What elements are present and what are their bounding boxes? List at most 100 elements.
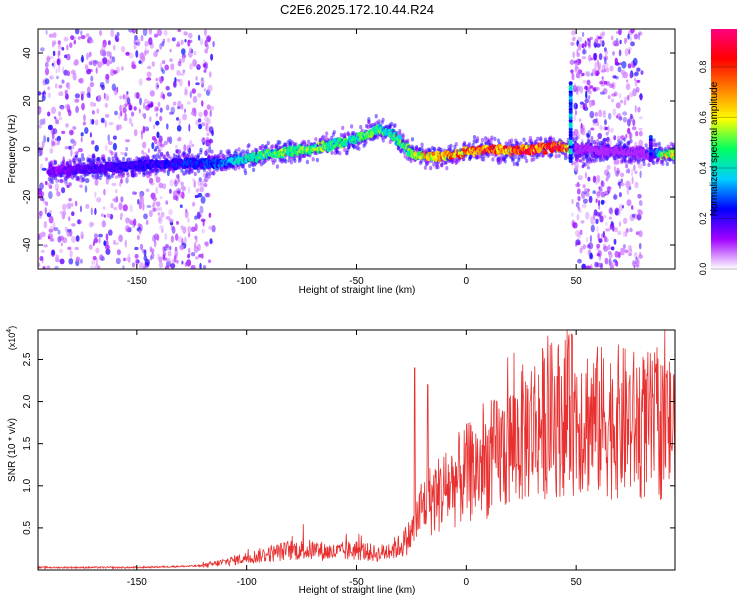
noise-cell bbox=[184, 211, 189, 219]
noise-cell bbox=[167, 250, 172, 257]
noise-cell bbox=[56, 57, 62, 66]
spike-cell bbox=[568, 133, 573, 138]
ridge-halo-cell bbox=[49, 160, 54, 165]
noise-cell bbox=[114, 110, 118, 116]
noise-cell bbox=[209, 110, 212, 117]
noise-cell bbox=[610, 211, 614, 216]
noise-cell bbox=[202, 179, 207, 183]
noise-cell bbox=[187, 248, 191, 253]
noise-cell bbox=[639, 252, 642, 257]
noise-cell bbox=[165, 216, 171, 220]
noise-cell bbox=[120, 151, 125, 155]
noise-cell bbox=[602, 110, 606, 115]
noise-cell bbox=[634, 77, 637, 82]
noise-cell bbox=[194, 194, 199, 199]
noise-cell bbox=[47, 182, 51, 187]
noise-cell bbox=[177, 29, 182, 33]
noise-cell bbox=[205, 242, 209, 248]
ridge-halo-cell bbox=[420, 142, 424, 147]
noise-cell bbox=[622, 231, 626, 238]
noise-cell bbox=[122, 94, 126, 100]
noise-cell bbox=[604, 257, 609, 265]
noise-cell bbox=[59, 105, 65, 110]
noise-cell bbox=[587, 85, 590, 92]
noise-cell bbox=[571, 30, 576, 36]
noise-cell bbox=[604, 169, 609, 176]
noise-cell bbox=[91, 140, 95, 145]
noise-cell bbox=[159, 115, 163, 122]
noise-cell bbox=[615, 170, 619, 177]
ridge-halo-cell bbox=[429, 165, 433, 171]
noise-cell bbox=[38, 146, 41, 154]
noise-cell bbox=[613, 91, 618, 97]
noise-cell bbox=[186, 259, 192, 267]
ridge-halo-cell bbox=[343, 147, 347, 152]
noise-cell bbox=[46, 56, 51, 63]
ridge-halo-cell bbox=[496, 138, 501, 143]
snr-series-line bbox=[38, 330, 675, 570]
noise-cell bbox=[598, 206, 601, 210]
spike-cell bbox=[568, 127, 573, 132]
noise-cell bbox=[162, 246, 165, 253]
noise-cell bbox=[189, 139, 193, 148]
noise-cell bbox=[184, 236, 187, 244]
noise-cell bbox=[200, 38, 203, 46]
noise-cell bbox=[582, 47, 586, 55]
noise-cell bbox=[181, 191, 185, 200]
noise-cell bbox=[571, 72, 575, 81]
noise-cell bbox=[108, 229, 113, 236]
noise-cell bbox=[164, 265, 170, 269]
noise-cell bbox=[176, 125, 182, 132]
noise-cell bbox=[174, 77, 177, 82]
noise-cell bbox=[43, 93, 46, 97]
noise-cell bbox=[197, 118, 202, 123]
noise-cell bbox=[187, 253, 191, 259]
noise-cell bbox=[633, 33, 639, 40]
noise-cell bbox=[128, 117, 133, 125]
noise-cell bbox=[126, 97, 131, 105]
noise-cell bbox=[52, 221, 56, 229]
ridge-halo-cell bbox=[403, 154, 407, 159]
noise-cell bbox=[166, 136, 170, 143]
noise-cell bbox=[573, 82, 577, 90]
noise-cell bbox=[75, 29, 80, 35]
noise-cell bbox=[143, 265, 146, 269]
ridge-halo-cell bbox=[314, 137, 318, 142]
ridge-halo-cell bbox=[522, 137, 526, 142]
noise-cell bbox=[173, 80, 177, 88]
noise-cell bbox=[621, 248, 626, 252]
ridge-halo-cell bbox=[592, 139, 597, 145]
noise-cell bbox=[177, 41, 180, 47]
ridge-halo-cell bbox=[224, 166, 228, 172]
noise-cell bbox=[131, 64, 137, 70]
noise-cell bbox=[157, 212, 160, 216]
noise-cell bbox=[599, 262, 602, 266]
ridge-halo-cell bbox=[234, 148, 238, 154]
ridge-halo-cell bbox=[298, 155, 302, 160]
noise-cell bbox=[586, 236, 589, 243]
noise-cell bbox=[633, 251, 638, 259]
noise-cell bbox=[596, 191, 601, 197]
noise-cell bbox=[48, 215, 54, 224]
noise-cell bbox=[572, 222, 578, 229]
noise-cell bbox=[204, 48, 209, 54]
ridge-halo-cell bbox=[82, 176, 86, 182]
noise-cell bbox=[180, 39, 184, 46]
ridge-halo-cell bbox=[205, 171, 209, 176]
noise-cell bbox=[87, 53, 91, 58]
noise-cell bbox=[172, 80, 178, 88]
noise-cell bbox=[631, 168, 634, 177]
noise-cell bbox=[79, 184, 83, 188]
noise-cell bbox=[139, 243, 144, 251]
noise-cell bbox=[184, 86, 188, 93]
noise-cell bbox=[182, 113, 188, 121]
ridge-halo-cell bbox=[96, 156, 100, 162]
noise-cell bbox=[638, 163, 643, 169]
noise-cell bbox=[159, 62, 163, 69]
noise-cell bbox=[48, 33, 54, 38]
noise-cell bbox=[70, 69, 76, 75]
noise-cell bbox=[133, 218, 137, 226]
ridge-halo-cell bbox=[380, 135, 385, 140]
noise-cell bbox=[106, 50, 111, 57]
noise-cell bbox=[177, 60, 182, 67]
